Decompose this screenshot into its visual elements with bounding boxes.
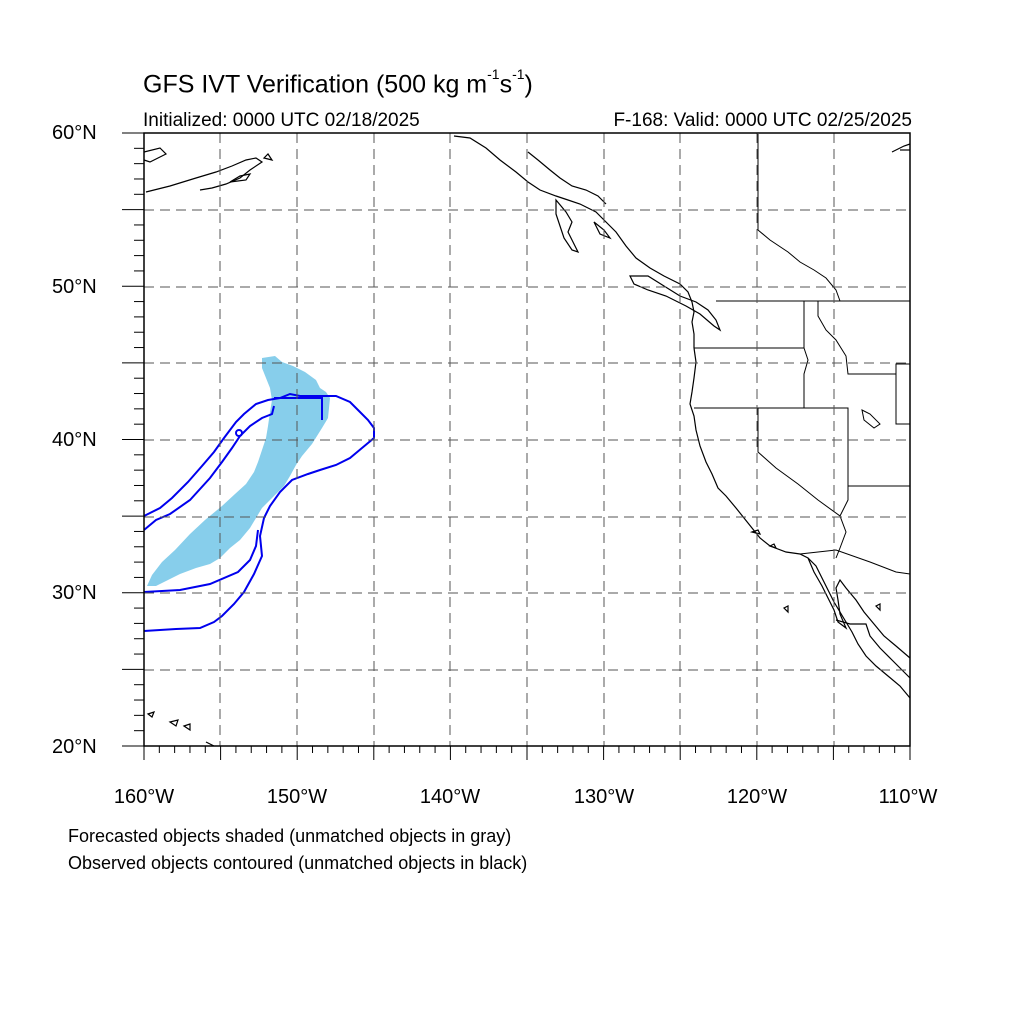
lat-label-20: 20°N [52, 736, 97, 758]
init-time-label: Initialized: 0000 UTC 02/18/2025 [143, 110, 420, 131]
coastlines [143, 135, 911, 747]
lon-label-150w: 150°W [266, 786, 328, 808]
lat-label-60: 60°N [52, 122, 97, 144]
observed-ivt-contour-small [235, 429, 243, 437]
plot-title: GFS IVT Verification (500 kg m-1s-1) [143, 66, 533, 99]
forecast-ivt-object [147, 356, 330, 586]
lon-label-140w: 140°W [419, 786, 481, 808]
legend-note-observed: Observed objects contoured (unmatched ob… [68, 853, 528, 873]
lon-label-120w: 120°W [726, 786, 788, 808]
axis-ticks [122, 132, 911, 760]
political-borders [694, 134, 911, 575]
observed-ivt-contour-lower [143, 529, 259, 593]
graticule [144, 133, 910, 746]
lat-label-30: 30°N [52, 582, 97, 604]
legend-note-forecast: Forecasted objects shaded (unmatched obj… [68, 826, 512, 846]
observed-ivt-contour-bar [274, 397, 323, 420]
valid-time-label: F-168: Valid: 0000 UTC 02/25/2025 [613, 110, 912, 131]
lon-label-160w: 160°W [113, 786, 175, 808]
lat-label-40: 40°N [52, 429, 97, 451]
lon-label-110w: 110°W [878, 786, 938, 808]
observed-ivt-contour-inner [143, 405, 275, 531]
lat-label-50: 50°N [52, 276, 97, 298]
lon-label-130w: 130°W [573, 786, 635, 808]
